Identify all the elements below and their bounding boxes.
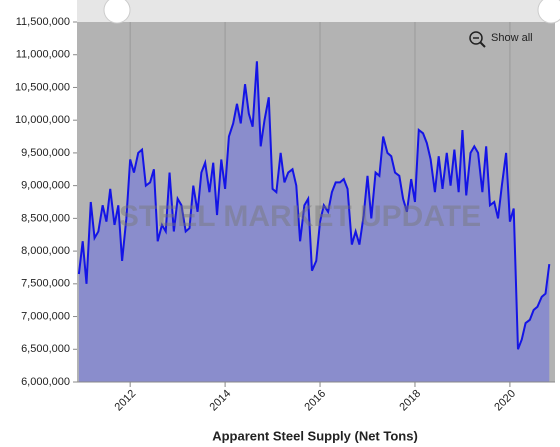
show-all-button[interactable]: Show all [469,31,533,48]
line [77,61,551,350]
x-tick-label: 2018 [397,388,423,414]
zoom-icon [469,31,483,45]
x-tick-label: 2016 [302,388,328,414]
y-tick-label: 10,500,000 [15,81,70,93]
y-tick-label: 11,500,000 [16,16,70,28]
plot-layer [77,22,551,383]
y-tick-label: 6,000,000 [21,376,70,388]
x-axis-title: Apparent Steel Supply (Net Tons) [212,428,418,443]
navigator-handle-right[interactable] [537,0,560,24]
navigator-handle-left[interactable] [103,0,131,24]
y-tick-label: 6,500,000 [21,343,70,355]
y-tick-label: 7,500,000 [21,278,70,290]
navigator-bar [77,0,555,22]
x-tick-label: 2012 [113,388,139,414]
x-tick-label: 2014 [207,388,233,414]
zoom-icon-handle [479,41,486,48]
watermark: STEEL MARKET UPDATE [119,200,481,233]
y-tick-label: 8,000,000 [21,245,70,257]
x-tick-label: 2020 [492,388,518,414]
y-tick-label: 11,000,000 [16,49,70,61]
y-tick-label: 9,500,000 [21,147,70,159]
y-tick-label: 9,000,000 [21,180,70,192]
area [78,61,550,383]
y-tick-label: 10,000,000 [15,114,70,126]
y-tick-label: 8,500,000 [21,212,70,224]
show-all-label[interactable]: Show all [491,32,533,44]
y-tick-label: 7,000,000 [21,310,70,322]
